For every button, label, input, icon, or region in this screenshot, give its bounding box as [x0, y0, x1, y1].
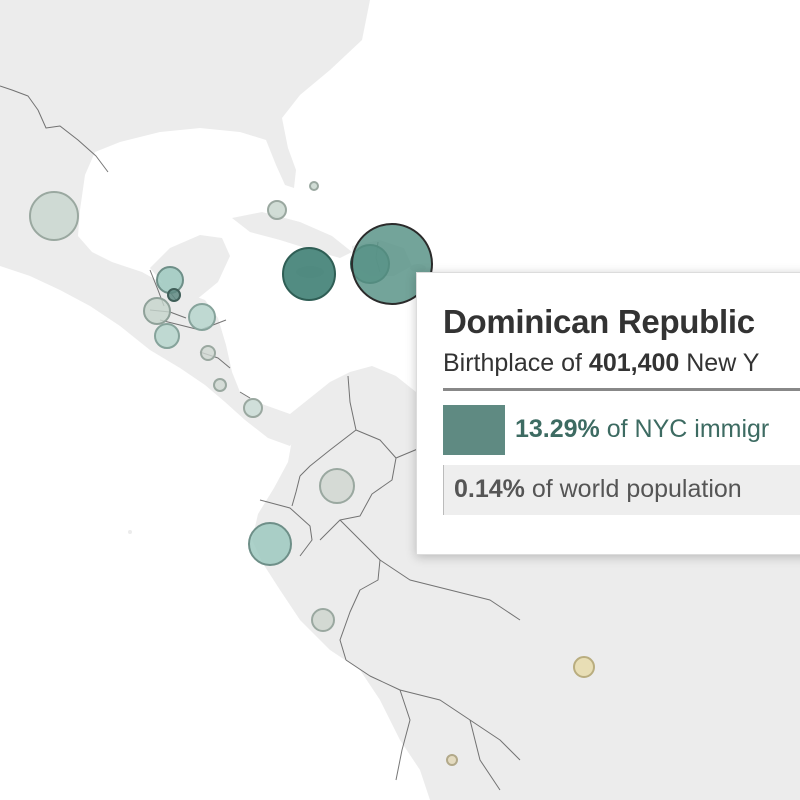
cuba-island — [232, 212, 352, 258]
south-america-borders — [259, 375, 521, 791]
bubble-colombia[interactable] — [319, 468, 355, 504]
birth-count: 401,400 — [588, 349, 680, 377]
bubble-costa-rica[interactable] — [213, 378, 227, 392]
world-share-text: 0.14% of world population — [454, 475, 742, 504]
bubble-guatemala[interactable] — [156, 266, 184, 294]
subtitle-prefix: Birthplace of — [443, 349, 589, 377]
country-tooltip: Dominican Republic Birthplace of 401,400… — [416, 272, 800, 555]
bubble-nicaragua[interactable] — [154, 323, 180, 349]
tooltip-country-name: Dominican Republic — [443, 303, 755, 340]
bubble-panama[interactable] — [243, 398, 263, 418]
us-mexico-border — [0, 85, 109, 173]
nyc-share-bar: 13.29% of NYC immigr — [443, 405, 800, 455]
bubble-bolivia[interactable] — [446, 754, 458, 766]
bubble-cuba[interactable] — [267, 200, 287, 220]
tooltip-divider — [443, 388, 800, 391]
tooltip-subtitle: Birthplace of 401,400 New Y — [443, 349, 800, 378]
bubble-dominican-republic[interactable] — [351, 223, 433, 305]
bubble-honduras-small[interactable] — [167, 288, 181, 302]
bubble-jamaica[interactable] — [282, 247, 336, 301]
bubble-mexico[interactable] — [29, 191, 79, 241]
bubble-peru[interactable] — [311, 608, 335, 632]
world-share-value: 0.14% — [454, 475, 525, 503]
subtitle-suffix: New Y — [679, 349, 760, 377]
bubble-belize[interactable] — [200, 345, 216, 361]
bubble-layer — [29, 181, 595, 766]
world-share-label: of world population — [524, 475, 742, 503]
bubble-ecuador[interactable] — [248, 522, 292, 566]
world-share-bar: 0.14% of world population — [443, 465, 800, 515]
nyc-share-value: 13.29% — [515, 415, 600, 443]
nyc-share-text: 13.29% of NYC immigr — [515, 415, 769, 444]
north-america-landmass — [0, 0, 370, 446]
nyc-share-label: of NYC immigr — [599, 415, 770, 443]
bubble-brazil[interactable] — [573, 656, 595, 678]
galapagos-islet — [128, 530, 132, 534]
nyc-share-bar-fill — [443, 405, 505, 455]
bubble-el-salvador[interactable] — [143, 297, 171, 325]
bubble-bahamas[interactable] — [309, 181, 319, 191]
bubble-honduras[interactable] — [188, 303, 216, 331]
